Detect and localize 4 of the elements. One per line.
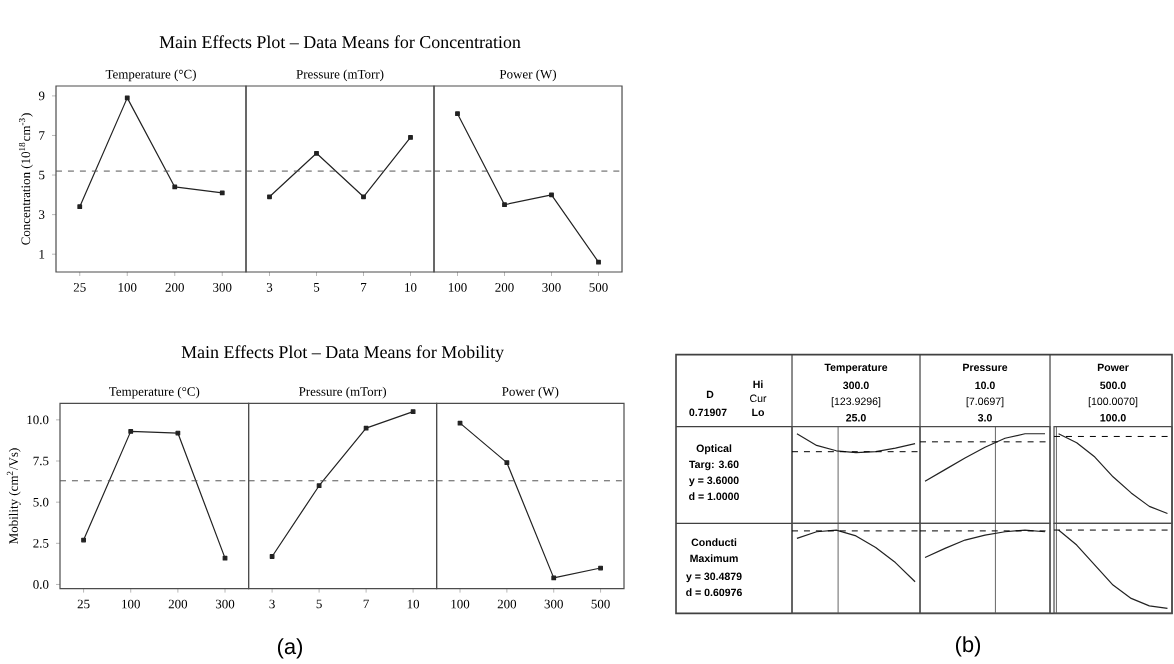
chart-title: Main Effects Plot – Data Means for Concentration xyxy=(159,35,521,49)
text: (a) xyxy=(277,638,303,659)
text: (b) xyxy=(955,636,981,657)
chart-title: Main Effects Plot – Data Means for Mobility xyxy=(181,345,505,362)
